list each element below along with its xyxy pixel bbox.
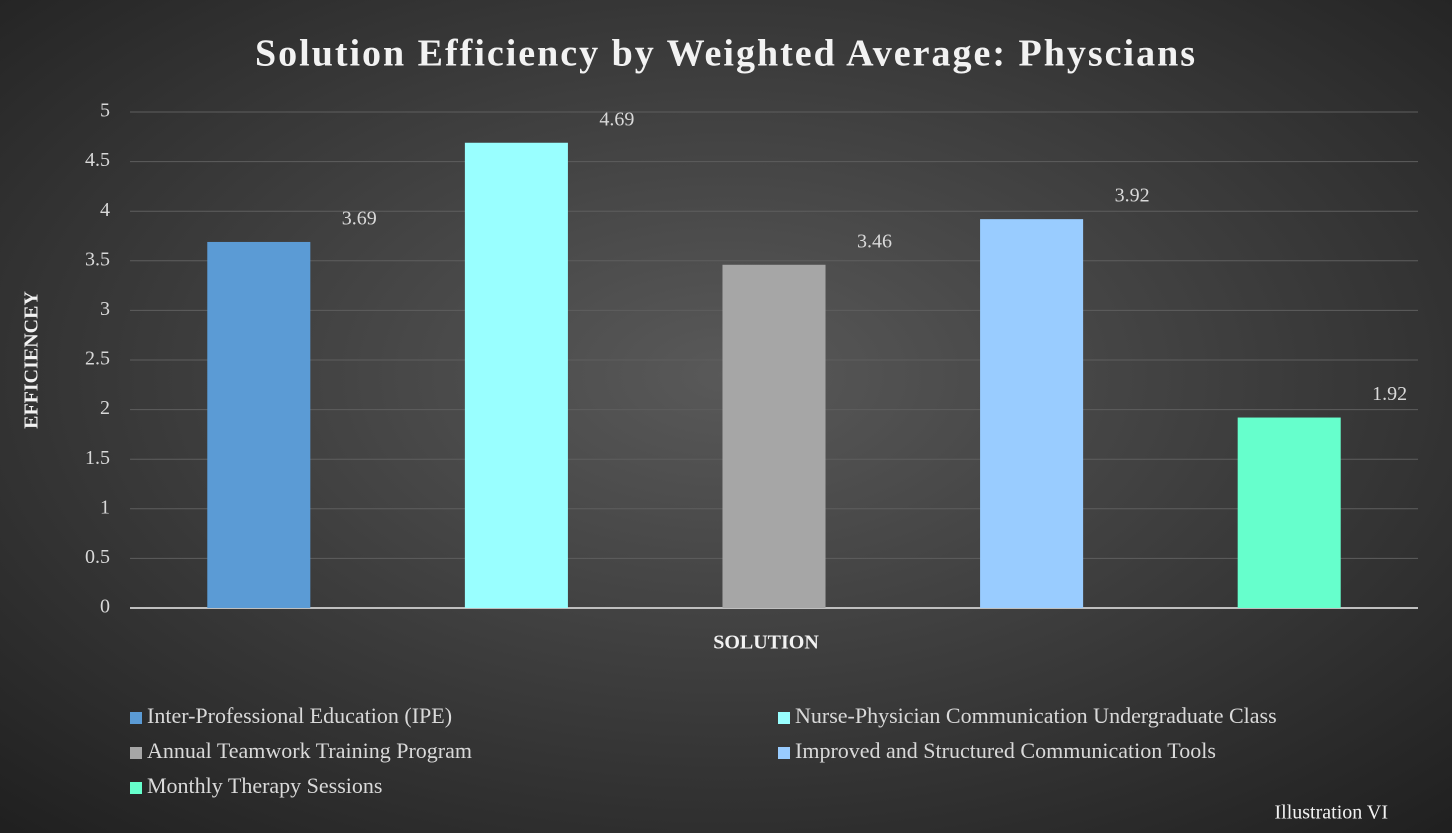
y-tick-label: 2 xyxy=(100,397,110,419)
bar xyxy=(980,219,1084,609)
y-tick-label: 4 xyxy=(100,199,110,221)
data-label: 3.92 xyxy=(1115,185,1150,207)
data-label: 3.46 xyxy=(857,230,892,252)
y-tick-label: 4.5 xyxy=(85,149,110,171)
legend-swatch xyxy=(130,712,142,724)
legend-label: Monthly Therapy Sessions xyxy=(147,773,382,798)
bar xyxy=(722,264,826,608)
y-tick-label: 5 xyxy=(100,100,110,122)
y-tick-label: 2.5 xyxy=(85,348,110,370)
legend-swatch xyxy=(130,782,142,794)
legend-swatch xyxy=(130,747,142,759)
legend-label: Inter-Professional Education (IPE) xyxy=(147,703,452,728)
y-tick-label: 1 xyxy=(100,496,110,518)
legend-label: Nurse-Physician Communication Undergradu… xyxy=(795,703,1277,728)
y-tick-label: 3.5 xyxy=(85,248,110,270)
legend-swatch xyxy=(778,747,790,759)
chart-title: Solution Efficiency by Weighted Average:… xyxy=(255,33,1197,75)
y-axis-title: EFFICIENCEY xyxy=(21,291,43,429)
legend-swatch xyxy=(778,712,790,724)
y-tick-label: 0.5 xyxy=(85,546,110,568)
data-label: 4.69 xyxy=(599,108,634,130)
data-label: 3.69 xyxy=(342,208,377,230)
bar xyxy=(1237,417,1341,608)
legend-label: Improved and Structured Communication To… xyxy=(795,738,1216,763)
bar xyxy=(464,142,568,608)
x-axis-title: SOLUTION xyxy=(713,632,819,654)
annotation: Illustration VI xyxy=(1274,802,1388,824)
y-tick-label: 0 xyxy=(100,596,110,618)
legend-label: Annual Teamwork Training Program xyxy=(147,738,472,763)
bar xyxy=(207,241,311,608)
data-label: 1.92 xyxy=(1372,383,1407,405)
y-tick-label: 1.5 xyxy=(85,447,110,469)
y-tick-label: 3 xyxy=(100,298,110,320)
